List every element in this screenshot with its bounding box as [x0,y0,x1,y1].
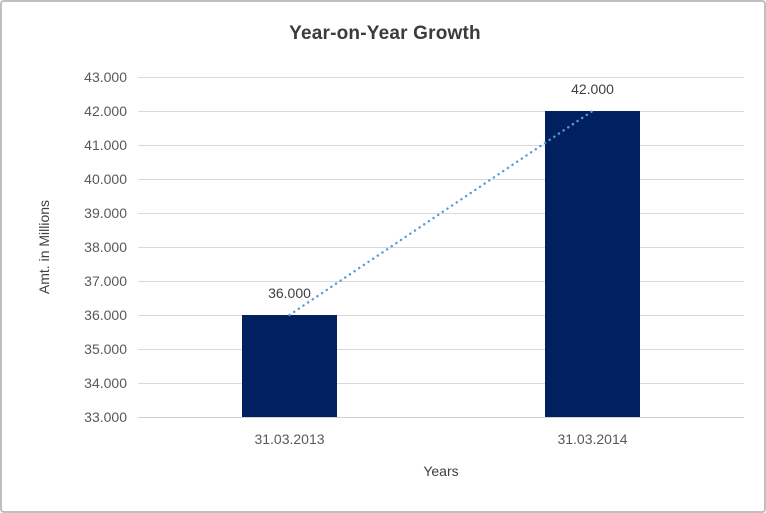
gridline [138,348,744,350]
y-tick-label: 36.000 [84,307,127,323]
x-tick-label: 31.03.2013 [254,431,325,447]
x-axis-line [138,417,744,418]
bar [545,111,640,417]
gridline [138,382,744,384]
bar-data-label: 36.000 [268,285,311,301]
gridline [138,110,744,112]
gridline [138,314,744,316]
y-tick-label: 35.000 [84,341,127,357]
y-tick-label: 34.000 [84,375,127,391]
y-tick-label: 33.000 [84,409,127,425]
y-tick-label: 39.000 [84,205,127,221]
y-tick-label: 40.000 [84,171,127,187]
gridline [138,144,744,146]
bar-data-label: 42.000 [571,81,614,97]
gridline [138,178,744,180]
y-tick-label: 41.000 [84,137,127,153]
x-axis-title: Years [423,463,459,479]
x-tick-label: 31.03.2014 [557,431,628,447]
y-tick-label: 38.000 [84,239,127,255]
chart-title: Year-on-Year Growth [289,23,481,44]
gridline [138,212,744,214]
y-tick-label: 37.000 [84,273,127,289]
y-tick-label: 42.000 [84,103,127,119]
gridline [138,246,744,248]
gridline [138,76,744,78]
y-tick-label: 43.000 [84,69,127,85]
y-axis-title: Amt. in Millions [36,199,52,295]
bar [242,315,337,417]
